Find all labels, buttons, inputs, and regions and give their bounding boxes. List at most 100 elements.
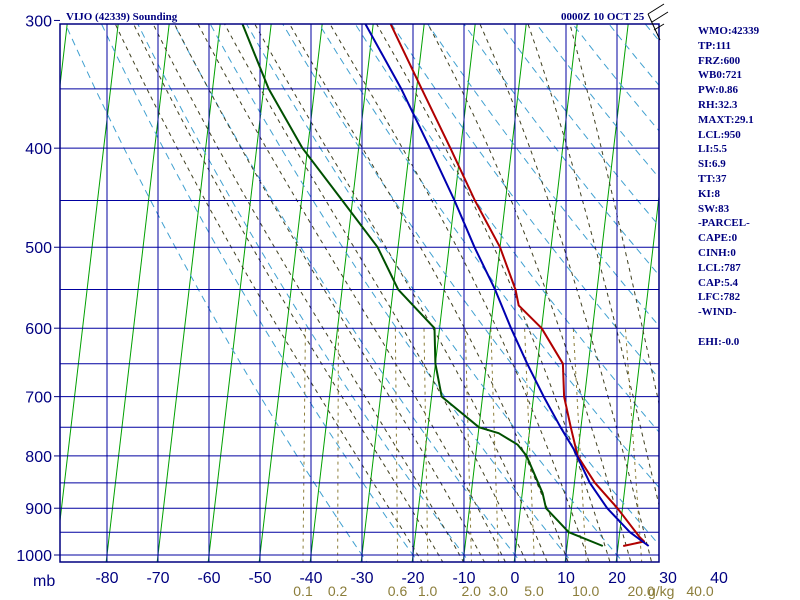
moist-adiabat-line (288, 24, 569, 562)
parcel-trace (364, 24, 650, 547)
index-item: CINH:0 (698, 246, 736, 259)
moist-adiabat-line (173, 24, 485, 562)
mixing-ratio-label: 10.0 (572, 583, 599, 599)
mixing-ratio-label: 0.2 (328, 583, 348, 599)
mixing-ratio-line (337, 328, 339, 562)
pressure-tick-label: 500 (25, 240, 52, 257)
temperature-tick-label: 40 (710, 570, 728, 587)
index-item: CAPE:0 (698, 232, 738, 245)
mixing-ratio-label: 0.1 (293, 583, 313, 599)
mixing-ratio-label: 0.6 (388, 583, 408, 599)
isotherm-line (513, 24, 578, 562)
moist-adiabat-line (569, 24, 659, 407)
isotherm-line (462, 24, 527, 562)
mixing-ratio-label: 40.0 (686, 583, 713, 599)
temperature-tick-label: -20 (401, 570, 424, 587)
index-item: FRZ:600 (698, 54, 741, 67)
isotherm-line (156, 24, 221, 562)
index-item: MAXT:29.1 (698, 113, 754, 126)
index-item: EHI:-0.0 (698, 335, 740, 348)
pressure-tick-label: 700 (25, 390, 52, 407)
isotherm-line (615, 192, 659, 562)
mixing-ratio-label: 20.0 (627, 583, 654, 599)
moist-adiabat-line (375, 24, 611, 562)
temperature-tick-label: -70 (146, 570, 169, 587)
moist-adiabat-line (254, 24, 548, 562)
pressure-tick-label: 800 (25, 449, 52, 466)
dry-adiabat-line (245, 24, 624, 562)
temperature-tick-labels: -80 -70 -60 -50 -40 -30 -20 -10 0 10 20 30 40 (95, 570, 728, 587)
isotherm-line (0, 0, 28, 577)
temperature-tick-label: 30 (659, 570, 677, 587)
moist-adiabat-line (132, 24, 444, 562)
index-item (698, 320, 759, 335)
mixing-ratio-label: 2.0 (461, 583, 481, 599)
index-item: TP:111 (698, 39, 732, 52)
index-item: WMO:42339 (698, 25, 760, 37)
isotherm-lines (0, 0, 659, 577)
moist-adiabat-line (152, 24, 465, 562)
pressure-tick-label: 1000 (16, 548, 52, 565)
moist-adiabat-lines (114, 24, 659, 562)
index-item: PW:0.86 (698, 84, 739, 97)
temperature-tick-label: 10 (557, 570, 575, 587)
pressure-tick-label: 900 (25, 501, 52, 518)
index-item: SI:6.9 (698, 158, 726, 171)
index-item: CAP:5.4 (698, 276, 739, 289)
isotherm-line (411, 24, 476, 562)
moist-adiabat-line (114, 24, 423, 562)
plot-border (59, 23, 660, 563)
moist-adiabat-line (223, 24, 527, 562)
temperature-tick-label: -80 (95, 570, 118, 587)
pressure-tick-label: 300 (25, 13, 52, 30)
dry-adiabat-line (100, 24, 419, 562)
temperature-tick-label: -50 (248, 570, 271, 587)
pressure-tick-label: 600 (25, 321, 52, 338)
mixing-ratio-label: 1.0 (418, 583, 438, 599)
isobar-lines (60, 24, 659, 562)
temperature-trace (389, 24, 646, 547)
mixing-ratio-label: 5.0 (524, 583, 544, 599)
isotherm-line (105, 24, 170, 562)
index-item: RH:32.3 (698, 98, 738, 111)
index-item: LFC:782 (698, 291, 741, 304)
index-item: -WIND- (698, 306, 737, 319)
dry-adiabat-line (173, 24, 522, 562)
mixing-ratio-unit: g/kg (648, 583, 674, 599)
moist-adiabat-line (427, 24, 632, 562)
index-item: LCL:950 (698, 128, 741, 141)
wind-barb-icon (647, 3, 669, 41)
index-item: TT:37 (698, 172, 727, 185)
pressure-tick-labels: 1002003004005006007008009001000 (16, 13, 60, 565)
station-title: VIJO (42339) Sounding (66, 11, 178, 23)
sounding-time: 0000Z 10 OCT 25 (561, 11, 645, 23)
temperature-tick-label: -40 (299, 570, 322, 587)
isotherm-line (60, 24, 119, 526)
stability-index-list: WMO:42339 TP:111 FRZ:600 WB0:721 PW:0.86 RH:3… (698, 24, 759, 350)
isotherm-line (207, 24, 272, 562)
index-item: LI:5.5 (698, 143, 728, 156)
moist-adiabat-line (329, 24, 590, 562)
temperature-tick-label: -60 (197, 570, 220, 587)
mixing-ratio-line (302, 328, 306, 562)
isotherm-line (0, 0, 79, 577)
temperature-tick-label: -30 (350, 570, 373, 587)
pressure-tick-label: 400 (25, 141, 52, 158)
mixing-ratio-labels: 0.1 0.2 0.6 1.0 2.0 3.0 5.0 10.0 20.0 40.0 (293, 583, 714, 599)
plot-frame (59, 23, 660, 563)
isotherm-line (258, 24, 323, 562)
dewpoint-trace (241, 24, 604, 547)
temperature-tick-label: 0 (511, 570, 520, 587)
isotherm-line (360, 24, 425, 562)
isotherm-line (564, 24, 629, 562)
isotherm-line (309, 24, 374, 562)
mixing-ratio-label: 3.0 (488, 583, 508, 599)
sounding-traces (241, 24, 650, 547)
ylabel-unit: mb (33, 573, 55, 590)
index-item: SW:83 (698, 202, 730, 215)
index-item: LCL:787 (698, 261, 741, 274)
moist-adiabat-line (197, 24, 506, 562)
moist-adiabat-line (479, 24, 653, 562)
temperature-tick-label: -10 (452, 570, 475, 587)
